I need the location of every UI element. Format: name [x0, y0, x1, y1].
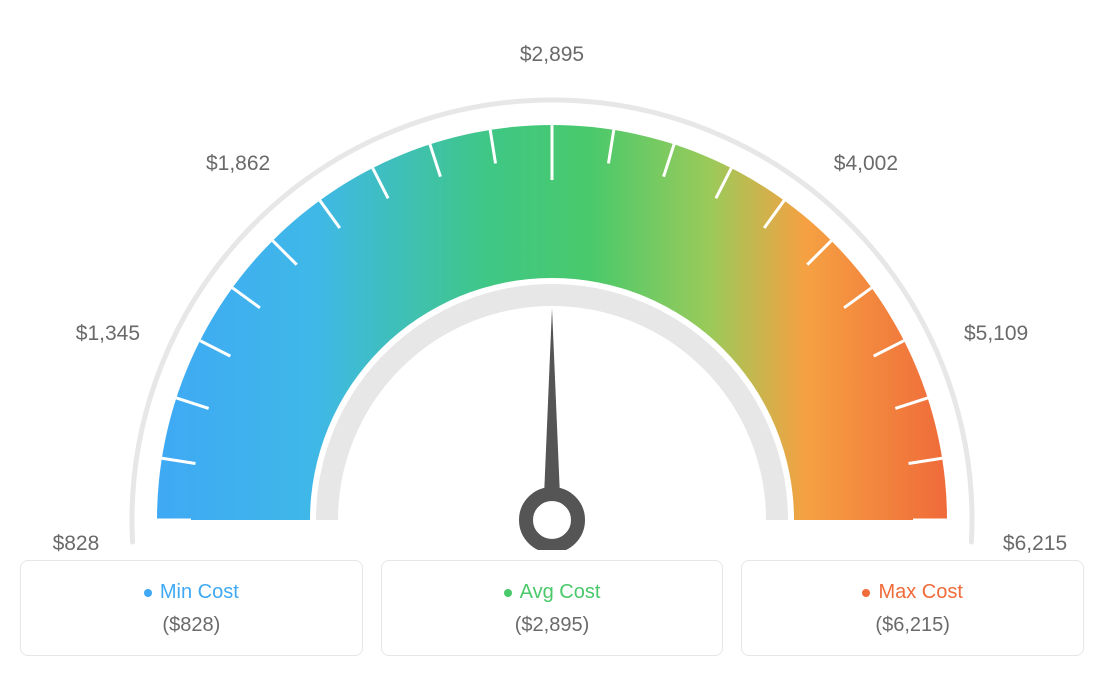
gauge-tick-label: $4,002 — [834, 152, 898, 176]
legend-title-min-text: Min Cost — [160, 581, 239, 604]
legend-card-max: Max Cost ($6,215) — [741, 560, 1084, 656]
legend-dot-max — [862, 589, 870, 597]
gauge-tick-label: $6,215 — [1003, 532, 1067, 556]
legend-title-avg: Avg Cost — [504, 581, 601, 604]
legend-title-min: Min Cost — [144, 581, 239, 604]
legend-card-avg: Avg Cost ($2,895) — [381, 560, 724, 656]
gauge-svg — [20, 20, 1084, 550]
legend-value-avg: ($2,895) — [392, 614, 713, 637]
legend-value-min: ($828) — [31, 614, 352, 637]
gauge-tick-label: $828 — [53, 532, 100, 556]
gauge-tick-label: $2,895 — [520, 43, 584, 67]
legend-title-avg-text: Avg Cost — [520, 581, 601, 604]
legend-card-min: Min Cost ($828) — [20, 560, 363, 656]
legend-title-max-text: Max Cost — [878, 581, 962, 604]
gauge-container: $828$1,345$1,862$2,895$4,002$5,109$6,215 — [20, 20, 1084, 550]
gauge-tick-label: $1,862 — [206, 152, 270, 176]
chart-wrapper: $828 $1,345 $1,862 $2,895 $4,002 $5,109 $6,215… — [20, 20, 1084, 656]
legend-row: Min Cost ($828) Avg Cost ($2,895) Max Co… — [20, 560, 1084, 656]
legend-dot-avg — [504, 589, 512, 597]
legend-title-max: Max Cost — [862, 581, 962, 604]
gauge-tick-label: $1,345 — [76, 322, 140, 346]
legend-value-max: ($6,215) — [752, 614, 1073, 637]
legend-dot-min — [144, 589, 152, 597]
gauge-tick-label: $5,109 — [964, 322, 1028, 346]
